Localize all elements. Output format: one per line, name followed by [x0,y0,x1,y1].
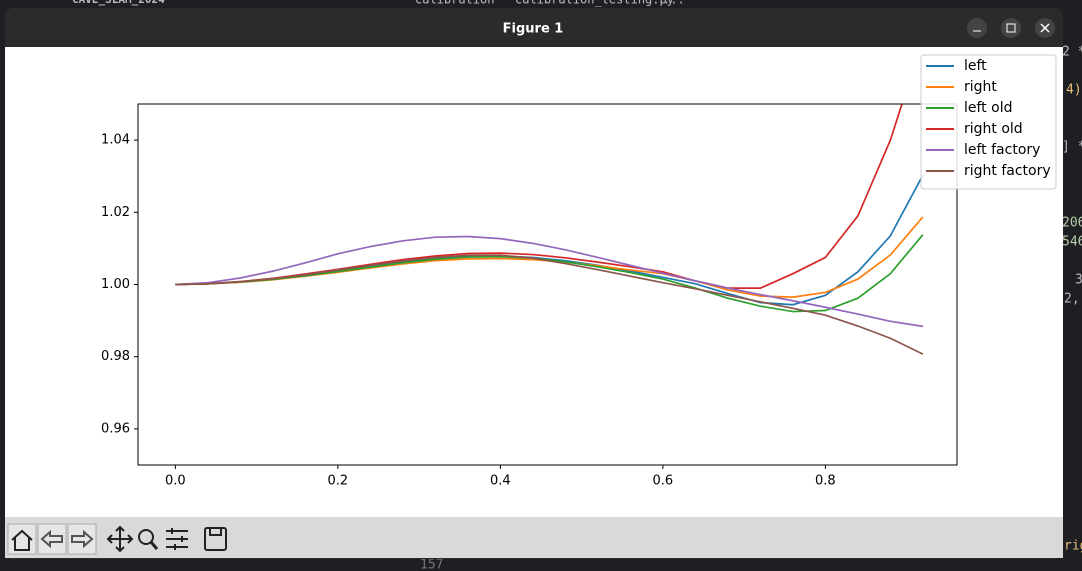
series-line [175,235,924,328]
y-tick-label: 1.02 [101,205,130,220]
legend-label: left old [964,100,1012,116]
y-tick-label: 1.00 [101,277,130,292]
series-line [175,254,924,355]
figure-canvas [5,47,1063,517]
x-tick-label: 0.8 [815,474,836,489]
code-fragment: 546 [1062,235,1082,250]
toolbar-buttons [7,523,227,555]
x-tick-label: 0.2 [328,474,349,489]
zoom-button[interactable] [138,529,154,545]
legend-label: right old [964,121,1023,137]
close-icon [1040,23,1050,33]
legend-label: right factory [964,163,1051,179]
x-tick-label: 0.0 [165,474,186,489]
axes-frame [137,103,958,466]
home-icon [11,529,33,551]
y-tick-label: 0.96 [101,421,130,436]
code-fragment: 2, [1064,292,1080,307]
breadcrumb: calibration_testing.py [515,0,674,7]
ide-background: CAVE_SLAM_2024 calibration calibration_t… [72,0,1082,571]
legend-label: left [964,58,987,74]
toolbar [5,517,1063,558]
code-fragment: ] * [1062,140,1082,155]
legend-label: right [964,79,997,95]
line-number: 157 [420,558,443,571]
legend-box [920,54,1057,190]
forward-icon [71,529,94,549]
x-tick-label: 0.4 [490,474,511,489]
y-tick-label: 1.04 [101,133,130,148]
code-fragment: 4) [1066,83,1082,98]
save-icon [209,527,222,536]
back-icon [40,529,63,549]
window-title: Figure 1 [503,22,564,37]
breadcrumb: ... [663,0,685,7]
breadcrumb: calibration [415,0,494,7]
minimize-button[interactable] [967,18,987,38]
code-fragment: 2 * [1062,45,1082,60]
code-fragment: 3 [1075,273,1082,288]
code-fragment: 206 [1062,216,1082,231]
pan-button[interactable] [106,525,134,553]
window-controls[interactable] [967,18,1055,38]
y-tick-label: 0.98 [101,349,130,364]
project-name: CAVE_SLAM_2024 [72,0,165,6]
maximize-icon [1006,23,1016,33]
zoom-handle [149,541,159,550]
maximize-button[interactable] [1001,18,1021,38]
code-fragment: rig [1064,539,1082,554]
configure-button[interactable] [166,528,188,550]
series-line [175,234,924,313]
legend-label: left factory [964,142,1040,158]
x-tick-label: 0.6 [653,474,674,489]
